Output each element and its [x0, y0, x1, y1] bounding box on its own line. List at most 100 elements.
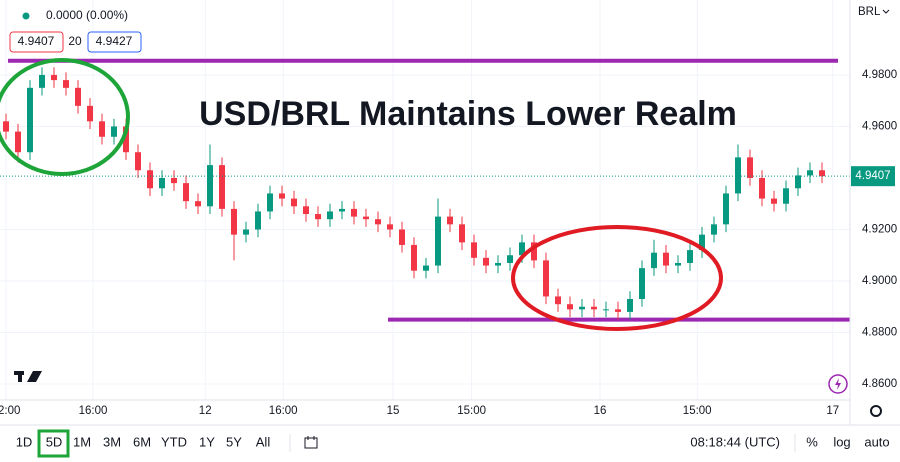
- candle-body: [567, 304, 573, 310]
- candle-body: [651, 252, 657, 269]
- range-button[interactable]: 3M: [103, 434, 121, 449]
- y-tick-label: 4.9200: [862, 224, 897, 236]
- currency-caret: [882, 9, 890, 14]
- ask-box: [87, 31, 142, 53]
- candle-body: [579, 306, 585, 310]
- candle-body: [627, 299, 633, 312]
- annotation-circle: [0, 58, 130, 176]
- x-tick-label: 15:00: [683, 405, 712, 417]
- bid: 4.9407: [18, 34, 55, 48]
- spread: 20: [68, 34, 82, 48]
- logo: [14, 371, 42, 382]
- x-tick-label: 16:00: [79, 405, 108, 417]
- candle-body: [51, 74, 57, 81]
- candle-body: [375, 219, 381, 225]
- range-button[interactable]: 1D: [16, 434, 33, 449]
- candle-body: [27, 87, 33, 153]
- candle-body: [819, 170, 825, 177]
- active-range: [37, 429, 70, 458]
- range-button[interactable]: 1M: [73, 434, 91, 449]
- last-price-box: [851, 166, 895, 187]
- status-dot: [22, 12, 30, 20]
- candle-body: [675, 262, 681, 266]
- range-button[interactable]: YTD: [161, 434, 187, 449]
- y-tick-label: 4.8600: [862, 378, 897, 390]
- candle-body: [447, 216, 453, 225]
- candle-body: [423, 265, 429, 271]
- candle-body: [603, 309, 609, 311]
- candle-body: [795, 175, 801, 189]
- candle-body: [639, 268, 645, 300]
- y-tick-label: 4.9600: [862, 120, 897, 132]
- candle-body: [63, 80, 69, 88]
- candle-body: [771, 198, 777, 204]
- last-price-label: 4.9407: [855, 170, 890, 182]
- candle-body: [807, 170, 813, 176]
- ask: 4.9427: [96, 34, 133, 48]
- candle-body: [195, 201, 201, 207]
- candle-body: [3, 121, 9, 132]
- candle-body: [339, 208, 345, 212]
- candle-body: [291, 198, 297, 207]
- candle-body: [279, 193, 285, 199]
- candle-body: [435, 216, 441, 266]
- candle-body: [219, 165, 225, 209]
- plot-area: [0, 0, 850, 400]
- chart-title: USD/BRL Maintains Lower Realm: [199, 95, 737, 133]
- candle-body: [543, 260, 549, 297]
- candle-body: [711, 224, 717, 235]
- clock: 08:18:44 (UTC): [690, 434, 780, 449]
- candle-body: [507, 255, 513, 263]
- candle-body: [783, 188, 789, 204]
- y-tick-label: 4.9800: [862, 69, 897, 81]
- y-tick-label: 4.8800: [862, 327, 897, 339]
- x-tick-label: 12: [199, 405, 212, 417]
- candle-body: [87, 105, 93, 122]
- settings-icon[interactable]: [870, 405, 882, 417]
- currency[interactable]: BRL: [858, 6, 881, 18]
- candle-body: [207, 165, 213, 207]
- x-tick-label: 16: [594, 405, 607, 417]
- candle-body: [243, 229, 249, 235]
- range-button[interactable]: 1Y: [199, 434, 215, 449]
- candle-body: [147, 170, 153, 189]
- x-tick-label: 15:00: [457, 405, 486, 417]
- candle-body: [171, 177, 177, 184]
- candle-body: [15, 131, 21, 153]
- candle-body: [723, 193, 729, 225]
- candle-body: [111, 126, 117, 137]
- candle-body: [699, 234, 705, 251]
- candle-body: [555, 296, 561, 305]
- alert-icon[interactable]: [828, 374, 848, 394]
- candle-body: [99, 121, 105, 137]
- range-button[interactable]: All: [256, 434, 271, 449]
- compare-icon[interactable]: [304, 436, 318, 449]
- alert-bolt: [835, 378, 841, 390]
- candle-body: [519, 242, 525, 256]
- x-tick-label: 17: [826, 405, 839, 417]
- scale-option[interactable]: log: [833, 434, 850, 449]
- range-button[interactable]: 5D: [46, 434, 63, 449]
- candle-body: [495, 262, 501, 266]
- change: 0.0000 (0.00%): [46, 8, 128, 22]
- bid-box: [9, 31, 64, 53]
- candle-body: [39, 74, 45, 88]
- candle-body: [687, 250, 693, 263]
- candle-body: [75, 87, 81, 106]
- range-button[interactable]: 5Y: [226, 434, 242, 449]
- annotation-circle: [511, 225, 723, 331]
- candle-body: [255, 211, 261, 230]
- candle-body: [483, 257, 489, 266]
- candle-body: [231, 208, 237, 235]
- range-button[interactable]: 6M: [133, 434, 151, 449]
- scale-option[interactable]: auto: [864, 434, 889, 449]
- scale-option[interactable]: %: [806, 434, 818, 449]
- x-tick-label: 16:00: [269, 405, 298, 417]
- candle-body: [135, 152, 141, 171]
- candle-body: [303, 206, 309, 215]
- x-tick-label: 15: [387, 405, 400, 417]
- candle-body: [531, 242, 537, 261]
- candle-body: [159, 177, 165, 189]
- candle-body: [615, 309, 621, 312]
